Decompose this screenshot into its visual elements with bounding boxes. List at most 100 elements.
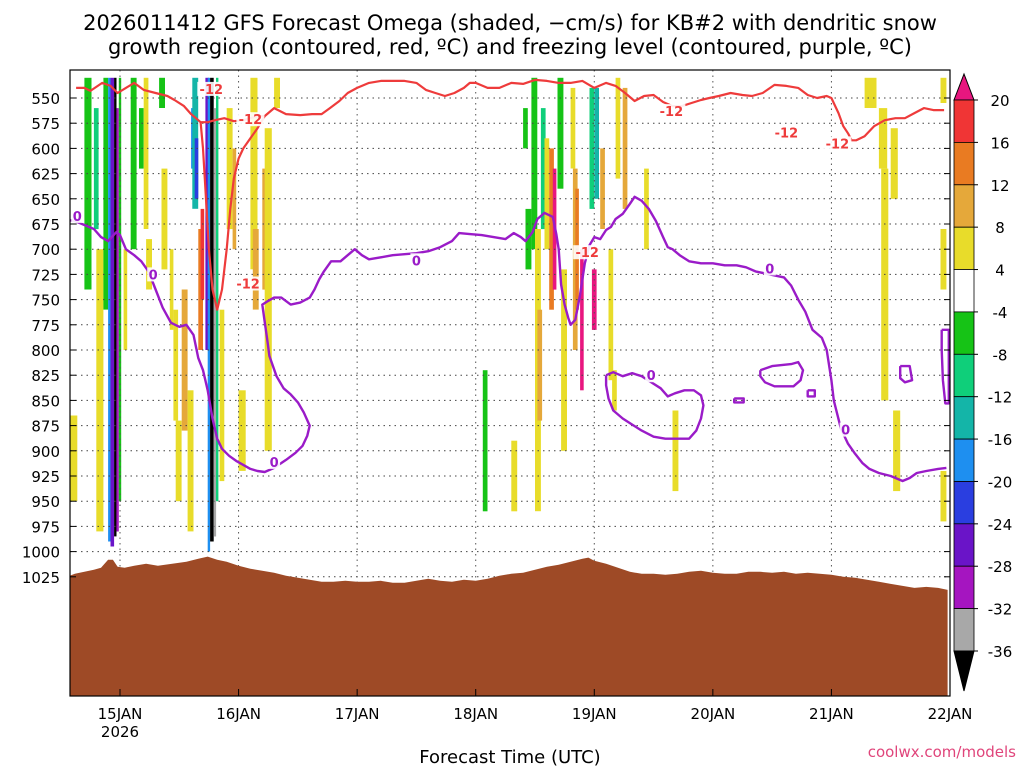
y-tick-label: 700 [31,241,60,259]
colorbar-label: -24 [988,516,1013,534]
colorbar-bin [953,311,975,355]
colorbar-bin [953,565,975,610]
y-tick-label: 950 [31,493,60,511]
colorbar-top-arrow [953,72,975,101]
omega-cell [232,148,237,250]
colorbar-label: -28 [988,558,1013,576]
omega-cell [194,138,199,199]
omega-cell [238,390,246,471]
contour-label-bg [763,261,776,276]
y-tick-label: 625 [31,166,60,184]
colorbar-label: -20 [988,474,1013,492]
y-tick-label: 725 [31,266,60,284]
omega-cell [173,309,179,421]
contour-label-bg [71,208,84,223]
omega-cell [608,249,614,381]
colorbar-bin [953,99,975,143]
omega-cell [878,108,888,169]
omega-cell [181,289,188,431]
y-tick-label: 825 [31,367,60,385]
omega-cell [93,108,99,230]
omega-cell [274,77,280,108]
omega-cell [881,168,889,401]
omega-cell [264,128,272,451]
freezing-contour-loop [806,389,816,398]
contour-label: 0 [270,456,279,471]
contour-label-bg [234,276,263,291]
omega-shading [70,77,947,552]
omega-cell [622,87,628,209]
colorbar-label: -36 [988,643,1013,661]
omega-cell [118,77,122,502]
contour-label: -12 [775,126,799,141]
x-axis-label: Forecast Time (UTC) [419,747,600,768]
omega-cell [612,370,617,411]
omega-cell [139,108,144,169]
freezing-contour-loop [899,364,914,384]
freezing-contour-loop [604,371,705,440]
contour-label-bg [236,112,265,127]
colorbar-bin [953,353,975,398]
colorbar-label: 20 [990,92,1009,110]
contour-label-bg [772,125,801,140]
omega-cell [537,309,543,421]
contour-label-bg [147,267,160,282]
omega-cell [570,87,576,169]
contour-label-bg [197,81,226,96]
plot-frame [69,69,951,697]
omega-cell [161,168,168,270]
colorbar-bin [953,481,975,525]
y-tick-label: 925 [31,468,60,486]
x-tick-label: 15JAN [98,705,143,723]
contour-label: -12 [200,83,224,98]
contour-label: 0 [765,262,774,277]
dgz-contour-lower [199,115,266,311]
x-tick-sublabel: 2026 [101,723,139,741]
omega-cell [561,269,567,451]
omega-cell [544,138,550,250]
colorbar-label: 4 [995,262,1005,280]
y-tick-label: 600 [31,140,60,158]
omega-cell [600,148,605,229]
omega-cell [187,390,194,532]
y-tick-label: 900 [31,443,60,461]
omega-cell [940,77,947,103]
colorbar-bin [953,269,975,313]
colorbar-bin [953,608,975,652]
colorbar-label: -12 [988,389,1013,407]
omega-cell [594,87,599,199]
omega-cell [940,471,947,522]
omega-cell [531,77,538,250]
x-tick-label: 17JAN [335,705,380,723]
omega-cell [200,208,205,300]
omega-cell [146,239,152,290]
omega-cell [557,77,564,189]
contour-label: -12 [239,113,263,128]
x-tick-label: 20JAN [691,705,736,723]
colorbar-label: -4 [993,304,1008,322]
y-tick-label: 975 [31,518,60,536]
colorbar-label: -32 [988,601,1013,619]
omega-cell [226,108,233,230]
omega-cell [207,77,211,552]
contour-label: -12 [236,278,260,293]
freezing-contour-loop [733,397,745,404]
y-tick-label: 650 [31,191,60,209]
contour-label-bg [839,422,852,437]
colorbar-bin [953,523,975,567]
omega-cell [110,77,115,547]
plot-area: -12 -12 -12 -12 -12 -12 -12 0 0 0 0 0 0 0 [69,69,951,697]
omega-cell [893,410,901,492]
contour-label: -12 [826,137,850,152]
colorbar-label: 8 [995,219,1005,237]
x-tick-label: 16JAN [216,705,261,723]
contour-label-bg [657,104,686,119]
colorbar: 20 16 12 8 4 -4 -8 -12 -16 -20 -24 -28 -32 -36 [953,72,1013,692]
omega-cell [890,128,898,199]
colorbar-bin [953,184,975,228]
x-tick-label: 21JAN [809,705,854,723]
omega-cell [70,415,78,502]
omega-cell [523,108,528,149]
omega-cell [103,77,109,310]
